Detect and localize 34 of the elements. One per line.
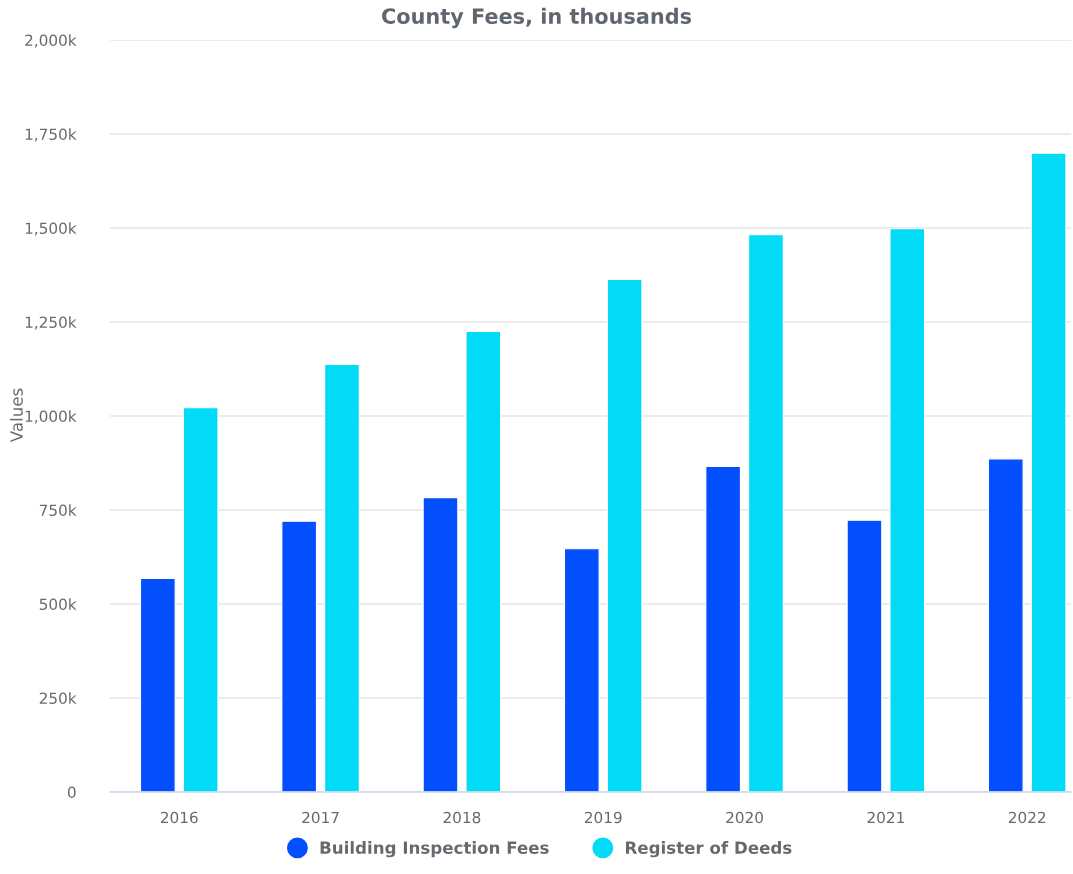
bar — [281, 520, 318, 792]
chart-title: County Fees, in thousands — [382, 7, 692, 29]
bar — [606, 278, 643, 792]
y-tick-label: 1,250k — [25, 316, 77, 330]
bar — [324, 363, 360, 792]
y-tick-label: 2,000k — [25, 34, 77, 48]
y-tick-label: 1,500k — [25, 222, 77, 236]
y-tick-label: 750k — [39, 504, 77, 517]
bar — [422, 497, 459, 792]
legend-label: Building Inspection Fees — [320, 841, 549, 858]
y-tick-label: 1,000k — [25, 410, 77, 424]
x-tick-label: 2020 — [726, 811, 763, 824]
x-tick-label: 2021 — [867, 811, 904, 824]
x-tick-label: 2016 — [160, 811, 198, 824]
y-axis-title: Values — [9, 388, 23, 443]
y-tick-label: 1,750k — [25, 128, 77, 142]
bar — [748, 234, 784, 792]
bar — [465, 330, 502, 792]
bar — [889, 228, 926, 792]
bar — [846, 519, 883, 792]
x-tick-label: 2017 — [302, 811, 339, 824]
y-tick-label: 500k — [39, 598, 77, 611]
legend-label: Register of Deeds — [625, 841, 792, 858]
bar — [563, 548, 600, 792]
x-tick-label: 2019 — [584, 811, 622, 824]
bar — [987, 458, 1024, 792]
y-tick-label: 0 — [67, 786, 76, 799]
bar — [182, 407, 219, 792]
y-tick-label: 250k — [39, 692, 77, 705]
bar — [139, 577, 176, 792]
x-tick-label: 2022 — [1008, 811, 1046, 824]
x-tick-label: 2018 — [443, 811, 481, 824]
bar — [1030, 152, 1067, 792]
bar — [705, 465, 741, 792]
